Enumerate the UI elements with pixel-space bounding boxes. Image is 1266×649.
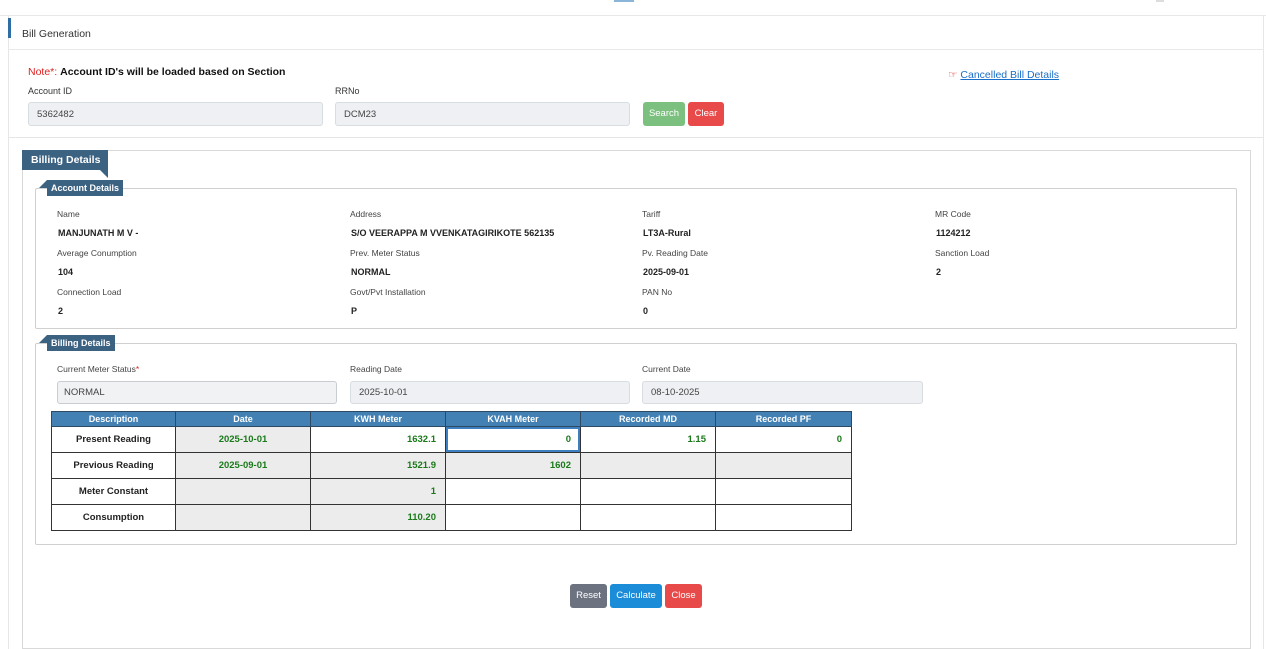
reset-button[interactable]: Reset xyxy=(570,584,607,608)
govt-pvt-value: P xyxy=(351,306,358,316)
present-pf-input[interactable]: 0 xyxy=(715,426,852,453)
col-description: Description xyxy=(51,411,176,427)
note-text: Account ID's will be loaded based on Sec… xyxy=(60,66,286,78)
pan-no-value: 0 xyxy=(643,306,649,316)
current-date-input: 08-10-2025 xyxy=(642,381,923,404)
address-label: Address xyxy=(350,209,382,219)
present-kvah-input[interactable]: 0 xyxy=(445,426,581,453)
close-button[interactable]: Close xyxy=(665,584,702,608)
content-frame xyxy=(8,16,1264,649)
search-button[interactable]: Search xyxy=(643,102,685,126)
meter-status-label: Current Meter Status* xyxy=(57,364,139,374)
table-row: Meter Constant 1 xyxy=(51,478,852,505)
cancelled-bill-link[interactable]: ☞ Cancelled Bill Details xyxy=(948,69,1059,81)
col-recorded-md: Recorded MD xyxy=(580,411,716,427)
note-prefix: Note*: xyxy=(28,66,58,78)
page-header: Bill Generation xyxy=(8,16,1264,50)
page-title: Bill Generation xyxy=(22,28,91,40)
table-header-row: Description Date KWH Meter KVAH Meter Re… xyxy=(51,411,852,427)
name-value: MANJUNATH M V - xyxy=(58,228,139,238)
pv-reading-date-label: Pv. Reading Date xyxy=(642,248,708,258)
billing-details-title: Billing Details xyxy=(47,335,115,351)
constant-date-cell xyxy=(175,478,311,505)
mr-code-value: 1124212 xyxy=(936,228,971,238)
reading-date-label: Reading Date xyxy=(350,364,402,374)
readings-table: Description Date KWH Meter KVAH Meter Re… xyxy=(51,411,852,531)
constant-pf-cell xyxy=(715,478,852,505)
connection-load-label: Connection Load xyxy=(57,287,122,297)
cancelled-bill-label: Cancelled Bill Details xyxy=(960,69,1060,81)
meter-status-select[interactable]: NORMAL xyxy=(57,381,337,404)
present-kwh-input[interactable]: 1632.1 xyxy=(310,426,446,453)
top-bar xyxy=(0,0,1266,16)
top-tab-indicator xyxy=(614,0,634,2)
section-note: Note*: Account ID's will be loaded based… xyxy=(28,66,285,78)
address-value: S/O VEERAPPA M VVENKATAGIRIKOTE 562135 xyxy=(351,228,555,238)
table-row: Previous Reading 2025-09-01 1521.9 1602 xyxy=(51,452,852,479)
hand-pointer-icon: ☞ xyxy=(948,69,958,81)
col-recorded-pf: Recorded PF xyxy=(715,411,852,427)
tariff-label: Tariff xyxy=(642,209,661,219)
consumption-md-cell xyxy=(580,504,716,531)
col-kwh: KWH Meter xyxy=(310,411,446,427)
previous-pf-cell xyxy=(715,452,852,479)
constant-kvah-cell xyxy=(445,478,581,505)
table-row: Present Reading 2025-10-01 1632.1 0 1.15… xyxy=(51,426,852,453)
consumption-kwh-cell: 110.20 xyxy=(310,504,446,531)
connection-load-value: 2 xyxy=(58,306,64,316)
rrno-input[interactable]: DCM23 xyxy=(335,102,630,126)
prev-meter-status-label: Prev. Meter Status xyxy=(350,248,420,258)
meter-status-label-text: Current Meter Status xyxy=(57,364,136,374)
billing-details-group xyxy=(35,343,1237,545)
title-accent xyxy=(8,18,11,38)
top-icon xyxy=(1156,0,1164,2)
billing-panel-title: Billing Details xyxy=(22,150,108,170)
reading-date-input[interactable]: 2025-10-01 xyxy=(350,381,630,404)
prev-meter-status-value: NORMAL xyxy=(351,267,391,277)
consumption-date-cell xyxy=(175,504,311,531)
sanction-load-label: Sanction Load xyxy=(935,248,990,258)
account-id-input[interactable]: 5362482 xyxy=(28,102,323,126)
previous-kwh-cell: 1521.9 xyxy=(310,452,446,479)
account-tag-tail xyxy=(39,180,47,188)
consumption-pf-cell xyxy=(715,504,852,531)
consumption-kvah-cell xyxy=(445,504,581,531)
required-marker: * xyxy=(135,364,140,374)
account-details-title: Account Details xyxy=(47,180,124,196)
calculate-button[interactable]: Calculate xyxy=(610,584,662,608)
present-md-input[interactable]: 1.15 xyxy=(580,426,716,453)
tariff-value: LT3A-Rural xyxy=(643,228,691,238)
current-date-label: Current Date xyxy=(642,364,691,374)
previous-md-cell xyxy=(580,452,716,479)
account-id-label: Account ID xyxy=(28,86,73,96)
pan-no-label: PAN No xyxy=(642,287,673,297)
panel-tab-tail xyxy=(100,170,108,178)
avg-consumption-label: Average Conumption xyxy=(57,248,137,258)
previous-date-cell: 2025-09-01 xyxy=(175,452,311,479)
sanction-load-value: 2 xyxy=(936,267,942,277)
billing-tag-tail xyxy=(39,335,47,343)
rrno-label: RRNo xyxy=(335,86,360,96)
name-label: Name xyxy=(57,209,80,219)
col-date: Date xyxy=(175,411,311,427)
govt-pvt-label: Govt/Pvt Installation xyxy=(350,287,426,297)
row-description: Previous Reading xyxy=(51,452,176,479)
mr-code-label: MR Code xyxy=(935,209,971,219)
present-date-cell: 2025-10-01 xyxy=(175,426,311,453)
divider xyxy=(8,137,1264,138)
row-description: Present Reading xyxy=(51,426,176,453)
clear-button[interactable]: Clear xyxy=(688,102,724,126)
row-description: Meter Constant xyxy=(51,478,176,505)
row-description: Consumption xyxy=(51,504,176,531)
avg-consumption-value: 104 xyxy=(58,267,74,277)
pv-reading-date-value: 2025-09-01 xyxy=(643,267,690,277)
account-details-group xyxy=(35,188,1237,329)
previous-kvah-cell: 1602 xyxy=(445,452,581,479)
col-kvah: KVAH Meter xyxy=(445,411,581,427)
constant-md-cell xyxy=(580,478,716,505)
constant-kwh-cell: 1 xyxy=(310,478,446,505)
table-row: Consumption 110.20 xyxy=(51,504,852,531)
